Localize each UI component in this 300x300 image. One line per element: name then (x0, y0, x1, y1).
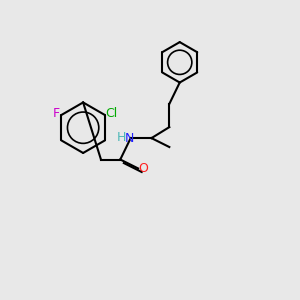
Text: H: H (116, 131, 126, 144)
Text: O: O (139, 162, 148, 175)
Text: Cl: Cl (105, 107, 118, 120)
Text: N: N (124, 132, 134, 145)
Text: F: F (52, 107, 59, 120)
